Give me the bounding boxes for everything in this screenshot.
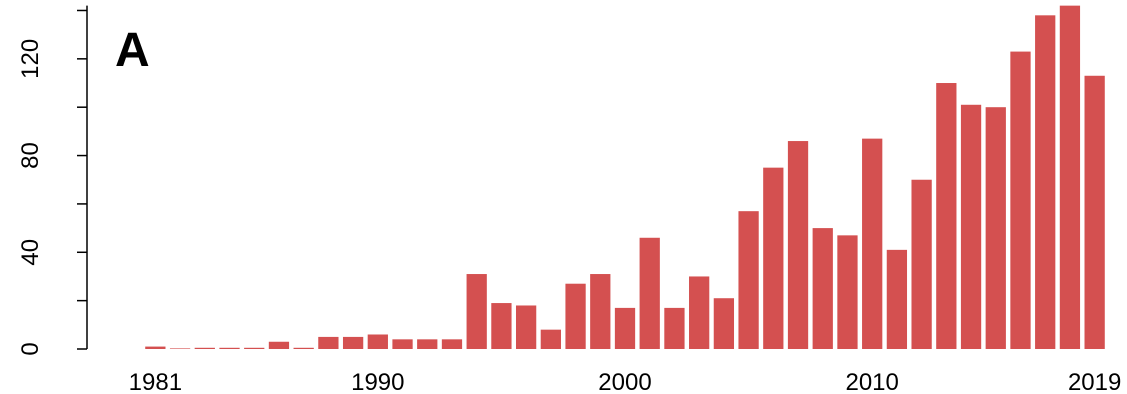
- x-tick-label: 2000: [598, 369, 651, 394]
- bar-2008: [812, 228, 833, 349]
- bar-1998: [565, 283, 586, 349]
- y-tick-label: 40: [17, 239, 44, 266]
- bar-1999: [590, 274, 611, 349]
- bar-2002: [664, 307, 685, 349]
- bar-2007: [787, 141, 809, 349]
- bar-1987: [293, 347, 314, 349]
- bar-1988: [318, 336, 339, 349]
- bar-2003: [689, 276, 710, 349]
- bar-2006: [763, 167, 784, 349]
- bar-2011: [886, 249, 908, 349]
- bar-2013: [936, 83, 957, 350]
- bar-1992: [417, 339, 438, 349]
- x-tick-label: 2019: [1068, 369, 1121, 394]
- bar-1993: [441, 339, 463, 349]
- bar-2010: [862, 138, 883, 349]
- bar-2004: [713, 298, 735, 349]
- bars-group: [145, 5, 1105, 350]
- y-tick-label: 120: [17, 39, 44, 79]
- bar-2000: [614, 307, 636, 349]
- bar-2017: [1035, 15, 1056, 349]
- bar-1997: [540, 329, 561, 349]
- x-tick-label: 1981: [129, 369, 182, 394]
- bar-2005: [738, 211, 759, 349]
- bar-1982: [169, 348, 191, 349]
- bar-2016: [1010, 51, 1031, 350]
- x-tick-label: 2010: [845, 369, 898, 394]
- bar-1990: [367, 334, 388, 349]
- bar-2012: [911, 179, 932, 349]
- panel-label: A: [115, 24, 150, 77]
- bar-2018: [1059, 5, 1081, 349]
- bar-1986: [268, 341, 290, 349]
- bar-1989: [342, 336, 364, 349]
- x-tick-label: 1990: [351, 369, 404, 394]
- y-tick-label: 80: [17, 142, 44, 169]
- x-axis: 1981 1990 2000 2010 2019: [129, 369, 1122, 394]
- bar-2014: [960, 104, 982, 349]
- bar-1995: [491, 303, 512, 349]
- bar-1985: [244, 347, 265, 349]
- bar-1994: [466, 274, 487, 349]
- y-axis: 0 40 80 120: [17, 5, 88, 356]
- bar-2009: [837, 235, 858, 349]
- bar-2019: [1084, 75, 1105, 350]
- bar-1983: [194, 347, 215, 349]
- bar-1996: [515, 305, 537, 349]
- y-tick-label: 0: [17, 342, 44, 355]
- bar-2015: [985, 107, 1006, 349]
- bar-1981: [145, 346, 166, 349]
- bar-2001: [639, 237, 660, 349]
- bar-1991: [392, 339, 413, 349]
- bar-1984: [219, 347, 240, 349]
